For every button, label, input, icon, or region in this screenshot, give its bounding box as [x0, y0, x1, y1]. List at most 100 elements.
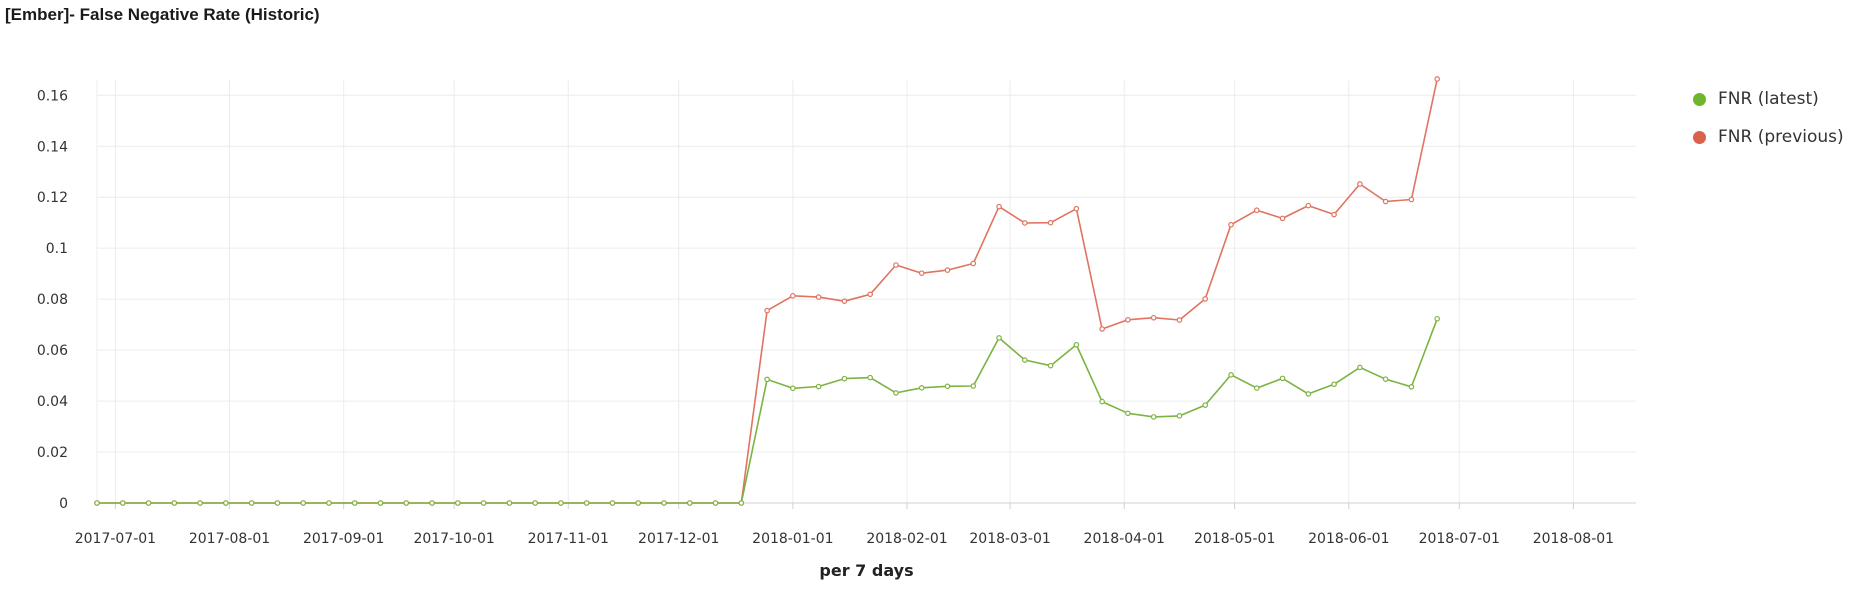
data-point[interactable] — [1279, 375, 1286, 382]
data-point[interactable] — [1253, 385, 1260, 391]
x-tick-label: 2017-09-01 — [303, 531, 384, 547]
data-point[interactable] — [764, 376, 770, 383]
data-point[interactable] — [661, 500, 667, 506]
data-point[interactable] — [1125, 316, 1131, 323]
legend-dot-icon — [1693, 130, 1706, 144]
data-point[interactable] — [197, 500, 203, 506]
data-point[interactable] — [841, 375, 848, 382]
legend: FNR (latest) FNR (previous) — [1693, 80, 1844, 156]
data-point[interactable] — [712, 500, 719, 506]
data-point[interactable] — [867, 291, 873, 298]
data-point[interactable] — [1434, 76, 1440, 82]
x-tick-label: 2017-12-01 — [638, 531, 719, 547]
data-point[interactable] — [1408, 196, 1415, 203]
data-point[interactable] — [558, 500, 564, 506]
data-point[interactable] — [1073, 341, 1080, 348]
data-point[interactable] — [815, 294, 822, 300]
data-point[interactable] — [248, 500, 255, 506]
data-point[interactable] — [1279, 215, 1286, 222]
data-point[interactable] — [1305, 391, 1312, 397]
data-point[interactable] — [1305, 202, 1312, 209]
data-point[interactable] — [326, 500, 332, 506]
data-point[interactable] — [1022, 357, 1028, 363]
data-point[interactable] — [274, 500, 281, 506]
x-tick-label: 2018-01-01 — [752, 531, 833, 547]
x-tick-labels: 2017-07-01 2017-08-01 2017-09-01 2017-10-01… — [75, 531, 1614, 547]
data-point[interactable] — [996, 203, 1002, 210]
data-point[interactable] — [970, 383, 977, 389]
data-point[interactable] — [583, 500, 590, 506]
legend-item-latest[interactable]: FNR (latest) — [1693, 80, 1844, 118]
data-point[interactable] — [1202, 296, 1209, 302]
legend-dot-icon — [1693, 92, 1706, 106]
panel-title: [Ember]- False Negative Rate (Historic) — [5, 5, 320, 24]
data-point[interactable] — [119, 500, 126, 506]
x-tick-label: 2018-06-01 — [1308, 531, 1389, 547]
data-point[interactable] — [403, 500, 410, 506]
data-point[interactable] — [1073, 205, 1080, 212]
data-point[interactable] — [1125, 410, 1131, 417]
data-point[interactable] — [455, 500, 461, 506]
data-point[interactable] — [738, 500, 745, 506]
data-point[interactable] — [145, 500, 152, 506]
data-point[interactable] — [429, 500, 435, 506]
data-point[interactable] — [970, 260, 977, 267]
data-point[interactable] — [893, 262, 899, 268]
data-point[interactable] — [377, 500, 384, 506]
data-point[interactable] — [223, 500, 229, 506]
legend-item-previous[interactable]: FNR (previous) — [1693, 118, 1844, 156]
data-point[interactable] — [1047, 219, 1054, 226]
data-point[interactable] — [1357, 181, 1363, 187]
data-point[interactable] — [1099, 398, 1105, 405]
data-point[interactable] — [841, 298, 848, 304]
data-point[interactable] — [1357, 364, 1363, 371]
data-point[interactable] — [996, 335, 1002, 341]
series-latest — [94, 315, 1440, 506]
data-point[interactable] — [1022, 220, 1028, 226]
data-point[interactable] — [1176, 317, 1183, 323]
data-point[interactable] — [918, 270, 925, 276]
data-point[interactable] — [944, 383, 951, 390]
data-point[interactable] — [790, 385, 796, 392]
y-tick-label: 0.06 — [37, 343, 68, 359]
data-point[interactable] — [1408, 384, 1415, 390]
data-point[interactable] — [1099, 326, 1105, 332]
x-tick-label: 2018-04-01 — [1084, 531, 1165, 547]
data-point[interactable] — [1331, 211, 1337, 218]
y-tick-label: 0 — [59, 496, 68, 512]
data-point[interactable] — [867, 374, 873, 381]
data-point[interactable] — [609, 500, 616, 506]
data-point[interactable] — [635, 500, 642, 506]
data-point[interactable] — [1176, 413, 1183, 419]
data-point[interactable] — [893, 390, 899, 396]
data-point[interactable] — [686, 500, 693, 506]
data-point[interactable] — [1228, 221, 1234, 228]
data-point[interactable] — [1253, 207, 1260, 214]
data-point[interactable] — [94, 500, 100, 506]
data-point[interactable] — [532, 500, 538, 506]
data-point[interactable] — [300, 500, 306, 506]
data-point[interactable] — [790, 293, 796, 299]
data-point[interactable] — [480, 500, 487, 506]
data-point[interactable] — [1382, 376, 1389, 382]
y-tick-label: 0.02 — [37, 445, 68, 461]
grid-lines — [97, 80, 1636, 504]
data-point[interactable] — [1382, 198, 1389, 205]
data-point[interactable] — [1434, 315, 1440, 322]
data-point[interactable] — [1228, 372, 1234, 378]
data-point[interactable] — [1202, 402, 1209, 408]
data-point[interactable] — [1150, 314, 1157, 321]
y-tick-labels: 0 0.02 0.04 0.06 0.08 0.1 0.12 0.14 0.16 — [37, 88, 68, 512]
data-point[interactable] — [506, 500, 513, 506]
data-point[interactable] — [1047, 362, 1054, 369]
legend-label-previous: FNR (previous) — [1718, 127, 1844, 147]
data-point[interactable] — [171, 500, 178, 506]
series-line — [97, 78, 1438, 504]
data-point[interactable] — [944, 267, 951, 273]
data-point[interactable] — [918, 385, 925, 391]
data-point[interactable] — [815, 383, 822, 390]
data-point[interactable] — [764, 307, 770, 314]
data-point[interactable] — [351, 500, 358, 506]
data-point[interactable] — [1150, 414, 1157, 420]
data-point[interactable] — [1331, 381, 1337, 388]
